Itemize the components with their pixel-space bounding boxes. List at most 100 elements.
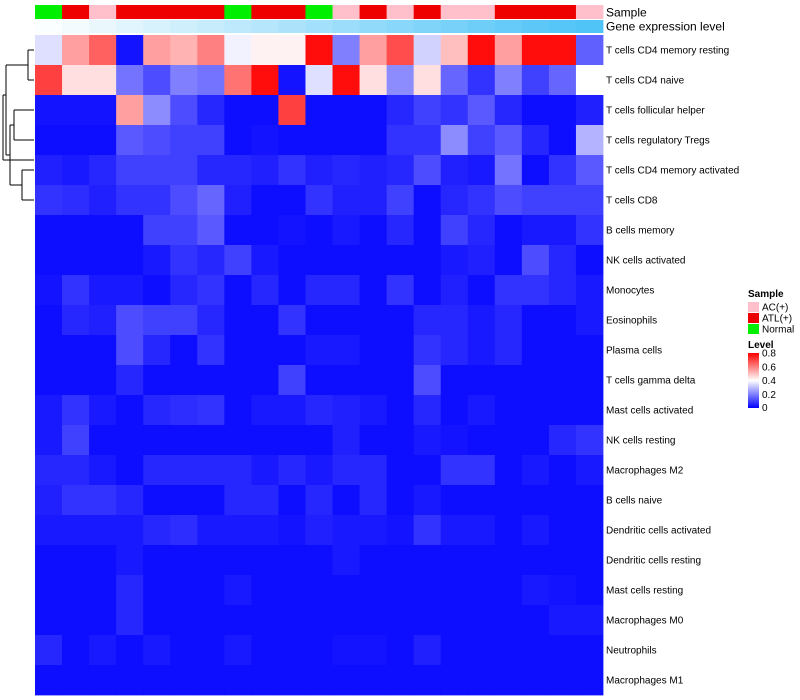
heatmap-cell — [440, 215, 469, 246]
heatmap-cell — [197, 155, 225, 186]
heatmap-cell — [62, 335, 90, 366]
heatmap-cell — [278, 35, 306, 66]
heatmap-cell — [62, 425, 90, 456]
heatmap-cell — [62, 215, 90, 246]
sample-annotation-cell — [467, 5, 496, 19]
heatmap-cell — [116, 95, 144, 126]
heatmap-cell — [521, 545, 550, 576]
heatmap-cell — [386, 35, 415, 66]
legend-level-colorbar — [748, 353, 759, 408]
heatmap-cell — [467, 35, 496, 66]
heatmap-cell — [143, 215, 171, 246]
heatmap-cell — [89, 425, 117, 456]
heatmap-cell — [170, 395, 198, 426]
heatmap-cell — [278, 575, 306, 606]
heatmap-cell — [62, 275, 90, 306]
heatmap-cell — [521, 635, 550, 666]
sample-annotation-cell — [575, 5, 604, 19]
heatmap-cell — [305, 65, 333, 96]
heatmap-cell — [359, 425, 388, 456]
heatmap-cell — [143, 185, 171, 216]
heatmap-cell — [440, 395, 469, 426]
row-label: T cells follicular helper — [606, 106, 705, 117]
heatmap-cell — [359, 125, 388, 156]
heatmap-cell — [89, 485, 117, 516]
heatmap-cell — [548, 125, 577, 156]
heatmap-cell — [575, 605, 604, 636]
heatmap-cell — [494, 35, 523, 66]
heatmap-cell — [251, 515, 279, 546]
heatmap-cell — [494, 425, 523, 456]
heatmap-cell — [521, 335, 550, 366]
heatmap-cell — [116, 65, 144, 96]
heatmap-cell — [575, 65, 604, 96]
heatmap-cell — [305, 275, 333, 306]
gene-expression-annotation-label: Gene expression level — [606, 20, 725, 34]
heatmap-cell — [251, 155, 279, 186]
gene-expression-annotation-cell — [89, 20, 117, 33]
heatmap-cell — [62, 65, 90, 96]
heatmap-cell — [197, 95, 225, 126]
heatmap-cell — [278, 365, 306, 396]
legend-level-tick: 0.8 — [762, 349, 776, 360]
sample-annotation-cell — [197, 5, 225, 19]
heatmap-cell — [386, 305, 415, 336]
heatmap-cell — [116, 635, 144, 666]
sample-annotation-cell — [224, 5, 252, 19]
heatmap-cell — [35, 365, 63, 396]
heatmap-cell — [89, 515, 117, 546]
heatmap-cell — [575, 455, 604, 486]
heatmap-cell — [197, 605, 225, 636]
heatmap-cell — [224, 605, 252, 636]
heatmap-cell — [521, 395, 550, 426]
heatmap-cell — [440, 635, 469, 666]
heatmap-cell — [116, 305, 144, 336]
heatmap-cell — [440, 155, 469, 186]
heatmap-cell — [548, 65, 577, 96]
heatmap-cell — [386, 455, 415, 486]
heatmap-cell — [170, 155, 198, 186]
heatmap-cell — [251, 365, 279, 396]
heatmap-cell — [386, 65, 415, 96]
row-label: T cells CD4 memory activated — [606, 166, 739, 177]
heatmap-cell — [467, 65, 496, 96]
heatmap-cell — [467, 155, 496, 186]
heatmap-cell — [548, 575, 577, 606]
heatmap-cell — [467, 95, 496, 126]
heatmap-cell — [143, 605, 171, 636]
heatmap-cell — [278, 65, 306, 96]
heatmap-cell — [467, 455, 496, 486]
heatmap-cell — [197, 455, 225, 486]
heatmap-cell — [359, 35, 388, 66]
heatmap-cell — [359, 395, 388, 426]
heatmap-cell — [359, 215, 388, 246]
heatmap-cell — [494, 245, 523, 276]
sample-annotation-cell — [143, 5, 171, 19]
heatmap-cell — [143, 335, 171, 366]
sample-annotation-cell — [440, 5, 469, 19]
heatmap-cell — [170, 305, 198, 336]
gene-expression-annotation-cell — [332, 20, 360, 33]
gene-expression-annotation-cell — [548, 20, 577, 33]
heatmap-cell — [170, 215, 198, 246]
heatmap-cell — [359, 635, 388, 666]
heatmap-cell — [278, 605, 306, 636]
row-label: T cells CD8 — [606, 196, 658, 207]
sample-annotation-cell — [62, 5, 90, 19]
legend-level-tick: 0.2 — [762, 390, 776, 401]
heatmap-cell — [548, 485, 577, 516]
heatmap-cell — [170, 125, 198, 156]
heatmap-cell — [332, 335, 360, 366]
heatmap-cell — [278, 545, 306, 576]
legend-sample-title: Sample — [748, 289, 784, 300]
heatmap-cell — [575, 575, 604, 606]
heatmap-cell — [494, 665, 523, 696]
heatmap-cell — [494, 125, 523, 156]
heatmap-cell — [386, 515, 415, 546]
heatmap-cell — [386, 665, 415, 696]
heatmap-cell — [332, 95, 360, 126]
heatmap-cell — [575, 95, 604, 126]
heatmap-cell — [143, 95, 171, 126]
heatmap-cell — [305, 665, 333, 696]
heatmap-cell — [197, 35, 225, 66]
